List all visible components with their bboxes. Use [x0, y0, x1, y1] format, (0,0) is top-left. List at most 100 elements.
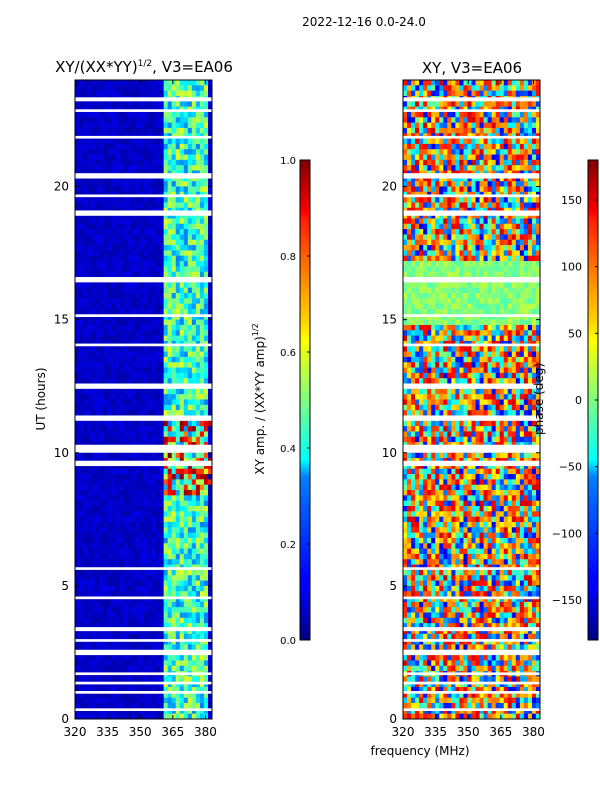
heatmap-cell	[191, 553, 197, 560]
heatmap-cell	[183, 111, 189, 118]
colorbar-amplitude: 0.00.20.40.60.81.0 XY amp. / (XX*YY amp)…	[251, 156, 311, 647]
heatmap-cell	[127, 218, 132, 225]
heatmap-cell	[483, 117, 489, 124]
heatmap-cell	[131, 127, 136, 134]
heatmap-cell	[187, 420, 193, 427]
heatmap-cell	[143, 250, 148, 257]
heatmap-cell	[127, 575, 132, 581]
heatmap-cell	[203, 527, 209, 534]
heatmap-cell	[139, 697, 144, 704]
heatmap-cell	[75, 362, 80, 368]
heatmap-cell	[139, 692, 144, 699]
heatmap-cell	[179, 399, 185, 406]
heatmap-cell	[195, 607, 201, 613]
heatmap-cell	[171, 324, 177, 331]
heatmap-cell	[175, 394, 181, 400]
heatmap-cell	[83, 532, 88, 539]
heatmap-cell	[423, 101, 428, 108]
heatmap-cell	[79, 527, 84, 534]
heatmap-cell	[507, 117, 513, 124]
heatmap-cell	[143, 511, 148, 518]
heatmap-cell	[167, 394, 173, 400]
heatmap-cell	[111, 234, 116, 241]
heatmap-cell	[151, 490, 156, 496]
heatmap-cell	[75, 388, 80, 395]
heatmap-cell	[187, 612, 193, 619]
heatmap-cell	[159, 596, 165, 603]
heatmap-cell	[207, 708, 213, 715]
heatmap-cell	[179, 569, 185, 576]
heatmap-cell	[179, 644, 185, 651]
heatmap-cell	[91, 543, 96, 550]
heatmap-cell	[519, 186, 525, 193]
heatmap-cell	[75, 532, 80, 539]
heatmap-cell	[167, 175, 173, 182]
heatmap-cell	[447, 197, 452, 203]
heatmap-cell	[175, 181, 181, 187]
heatmap-cell	[131, 266, 136, 273]
heatmap-cell	[83, 202, 88, 209]
heatmap-cell	[95, 143, 100, 150]
heatmap-cell	[179, 282, 185, 289]
heatmap-cell	[187, 399, 193, 406]
heatmap-cell	[155, 601, 161, 608]
heatmap-cell	[139, 149, 144, 155]
heatmap-cell	[91, 516, 96, 523]
heatmap-cell	[127, 324, 132, 331]
heatmap-cell	[203, 319, 209, 326]
heatmap-cell	[139, 372, 144, 379]
heatmap-cell	[107, 372, 112, 379]
heatmap-cell	[195, 655, 201, 661]
heatmap-cell	[83, 484, 88, 491]
heatmap-cell	[131, 394, 136, 400]
heatmap-cell	[83, 218, 88, 225]
heatmap-cell	[179, 601, 185, 608]
heatmap-cell	[491, 101, 497, 108]
heatmap-cell	[195, 149, 201, 155]
heatmap-cell	[187, 495, 193, 502]
heatmap-cell	[195, 580, 201, 587]
heatmap-cell	[403, 111, 408, 118]
heatmap-cell	[419, 181, 424, 187]
heatmap-cell	[423, 138, 428, 145]
heatmap-cell	[83, 298, 88, 305]
heatmap-cell	[431, 138, 436, 145]
heatmap-cell	[123, 687, 128, 693]
heatmap-cell	[115, 532, 120, 539]
heatmap-cell	[119, 410, 124, 416]
heatmap-cell	[87, 607, 92, 613]
heatmap-cell	[167, 681, 173, 688]
heatmap-cell	[111, 388, 116, 395]
heatmap-cell	[127, 553, 132, 560]
heatmap-cell	[135, 655, 140, 661]
heatmap-cell	[407, 111, 412, 118]
heatmap-cell	[199, 436, 205, 443]
heatmap-cell	[179, 639, 185, 645]
heatmap-cell	[187, 404, 193, 411]
heatmap-cell	[79, 559, 84, 565]
heatmap-cell	[411, 80, 416, 86]
heatmap-cell	[431, 202, 436, 209]
heatmap-cell	[139, 596, 144, 603]
heatmap-cell	[127, 372, 132, 379]
heatmap-cell	[139, 612, 144, 619]
heatmap-cell	[207, 293, 213, 299]
heatmap-cell	[203, 298, 209, 305]
heatmap-cell	[123, 356, 128, 363]
heatmap-cell	[143, 692, 148, 699]
heatmap-cell	[163, 713, 169, 720]
heatmap-cell	[151, 404, 156, 411]
heatmap-cell	[91, 346, 96, 352]
heatmap-cell	[467, 111, 472, 118]
heatmap-cell	[139, 575, 144, 581]
heatmap-cell	[111, 293, 116, 299]
heatmap-cell	[151, 324, 156, 331]
heatmap-cell	[147, 692, 152, 699]
heatmap-cell	[183, 516, 189, 523]
heatmap-cell	[203, 149, 209, 155]
heatmap-cell	[175, 250, 181, 257]
heatmap-cell	[163, 527, 169, 534]
heatmap-cell	[439, 202, 444, 209]
heatmap-cell	[95, 436, 100, 443]
heatmap-cell	[123, 229, 128, 235]
